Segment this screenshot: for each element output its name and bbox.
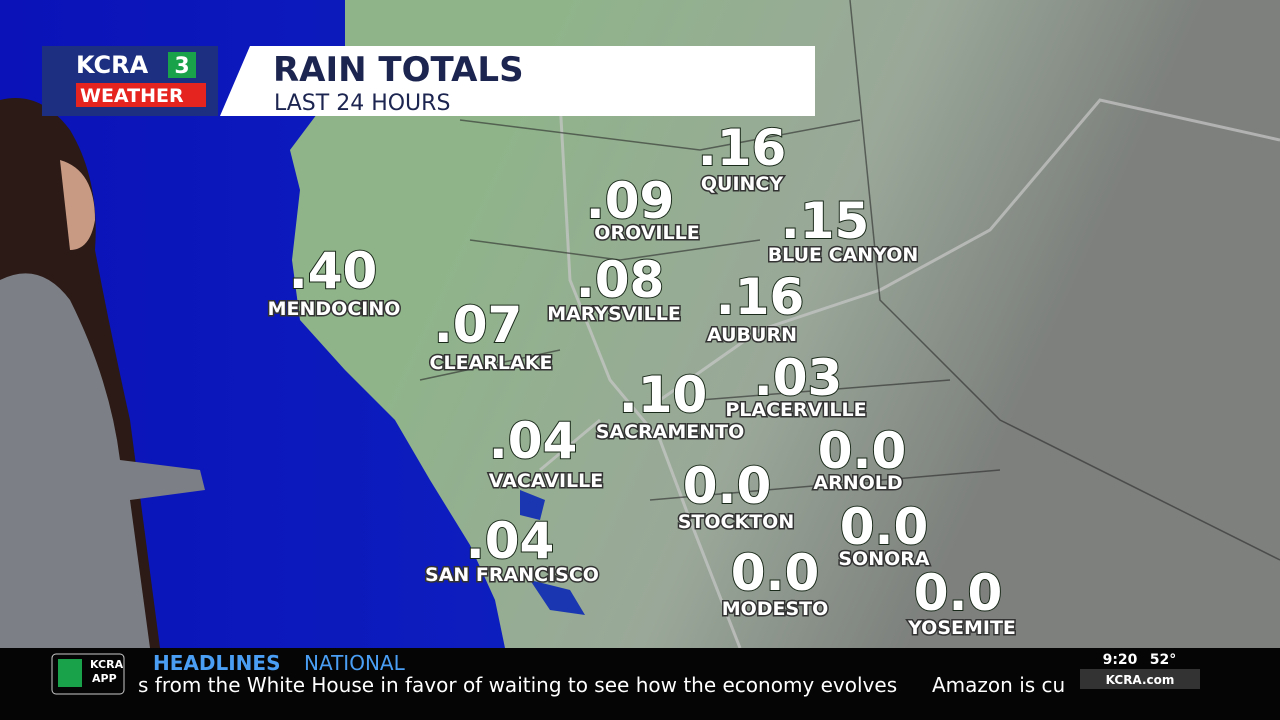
rain-total: .10: [619, 366, 708, 424]
bay: [520, 490, 585, 615]
location-name: PLACERVILLE: [725, 399, 866, 421]
temperature: 52°: [1150, 652, 1176, 668]
rain-total: 0.0: [818, 422, 907, 480]
app-logo: [51, 653, 125, 695]
location-name: SONORA: [838, 548, 930, 570]
location-name: VACAVILLE: [489, 470, 603, 492]
site: KCRA.com: [1106, 673, 1175, 687]
rain-total: .40: [289, 242, 378, 300]
rain-total: .07: [434, 296, 523, 354]
borders: [419, 0, 1280, 561]
rain-total: .16: [698, 119, 787, 177]
location-name: SACRAMENTO: [596, 421, 745, 443]
rain-total: 0.0: [683, 457, 772, 515]
location-name: STOCKTON: [678, 511, 794, 533]
land: [290, 0, 1280, 648]
rain-total: .16: [716, 268, 805, 326]
ticker-subsection: NATIONAL: [304, 651, 406, 675]
roads: [539, 98, 1280, 649]
rain-total: .04: [489, 412, 578, 470]
logo-bottom: WEATHER: [80, 85, 184, 107]
location-name: SAN FRANCISCO: [425, 564, 599, 586]
location-name: QUINCY: [701, 173, 783, 195]
presenter-jacket: [0, 273, 205, 648]
rain-total: .03: [754, 349, 843, 407]
location-name: MODESTO: [722, 598, 829, 620]
ticker-bar: [0, 648, 1280, 720]
location-name: CLEARLAKE: [430, 352, 553, 374]
logo-num: 3: [174, 54, 189, 79]
location-name: ARNOLD: [813, 472, 902, 494]
subtitle: LAST 24 HOURS: [274, 91, 450, 116]
location-name: AUBURN: [707, 324, 797, 346]
title: RAIN TOTALS: [273, 50, 524, 90]
title-box: [220, 46, 815, 116]
site-box: [1080, 669, 1200, 689]
location-name: YOSEMITE: [907, 617, 1016, 639]
location-name: MARYSVILLE: [547, 303, 681, 325]
logo-top: KCRA: [76, 51, 149, 79]
app-top: KCRA: [90, 658, 124, 671]
ticker-next: Amazon is cu: [932, 673, 1065, 697]
rain-total: 0.0: [840, 498, 929, 556]
app-bottom: APP: [92, 672, 117, 685]
rain-total: .04: [466, 512, 555, 570]
rain-total: .09: [586, 172, 675, 230]
rain-total: .08: [576, 251, 665, 309]
location-name: MENDOCINO: [268, 298, 401, 320]
ticker-section: HEADLINES: [153, 651, 280, 675]
rain-total: 0.0: [914, 564, 1003, 622]
logo-bottom-box: [76, 83, 206, 107]
presenter-face: [60, 160, 95, 250]
ticker-story: s from the White House in favor of waiti…: [138, 673, 897, 697]
location-name: OROVILLE: [594, 222, 699, 244]
rain-total: .15: [781, 192, 870, 250]
rain-total: 0.0: [731, 544, 820, 602]
time: 9:20: [1103, 652, 1138, 668]
logo-num-box: [168, 52, 196, 78]
app-icon: [58, 659, 82, 687]
location-name: BLUE CANYON: [768, 244, 919, 266]
